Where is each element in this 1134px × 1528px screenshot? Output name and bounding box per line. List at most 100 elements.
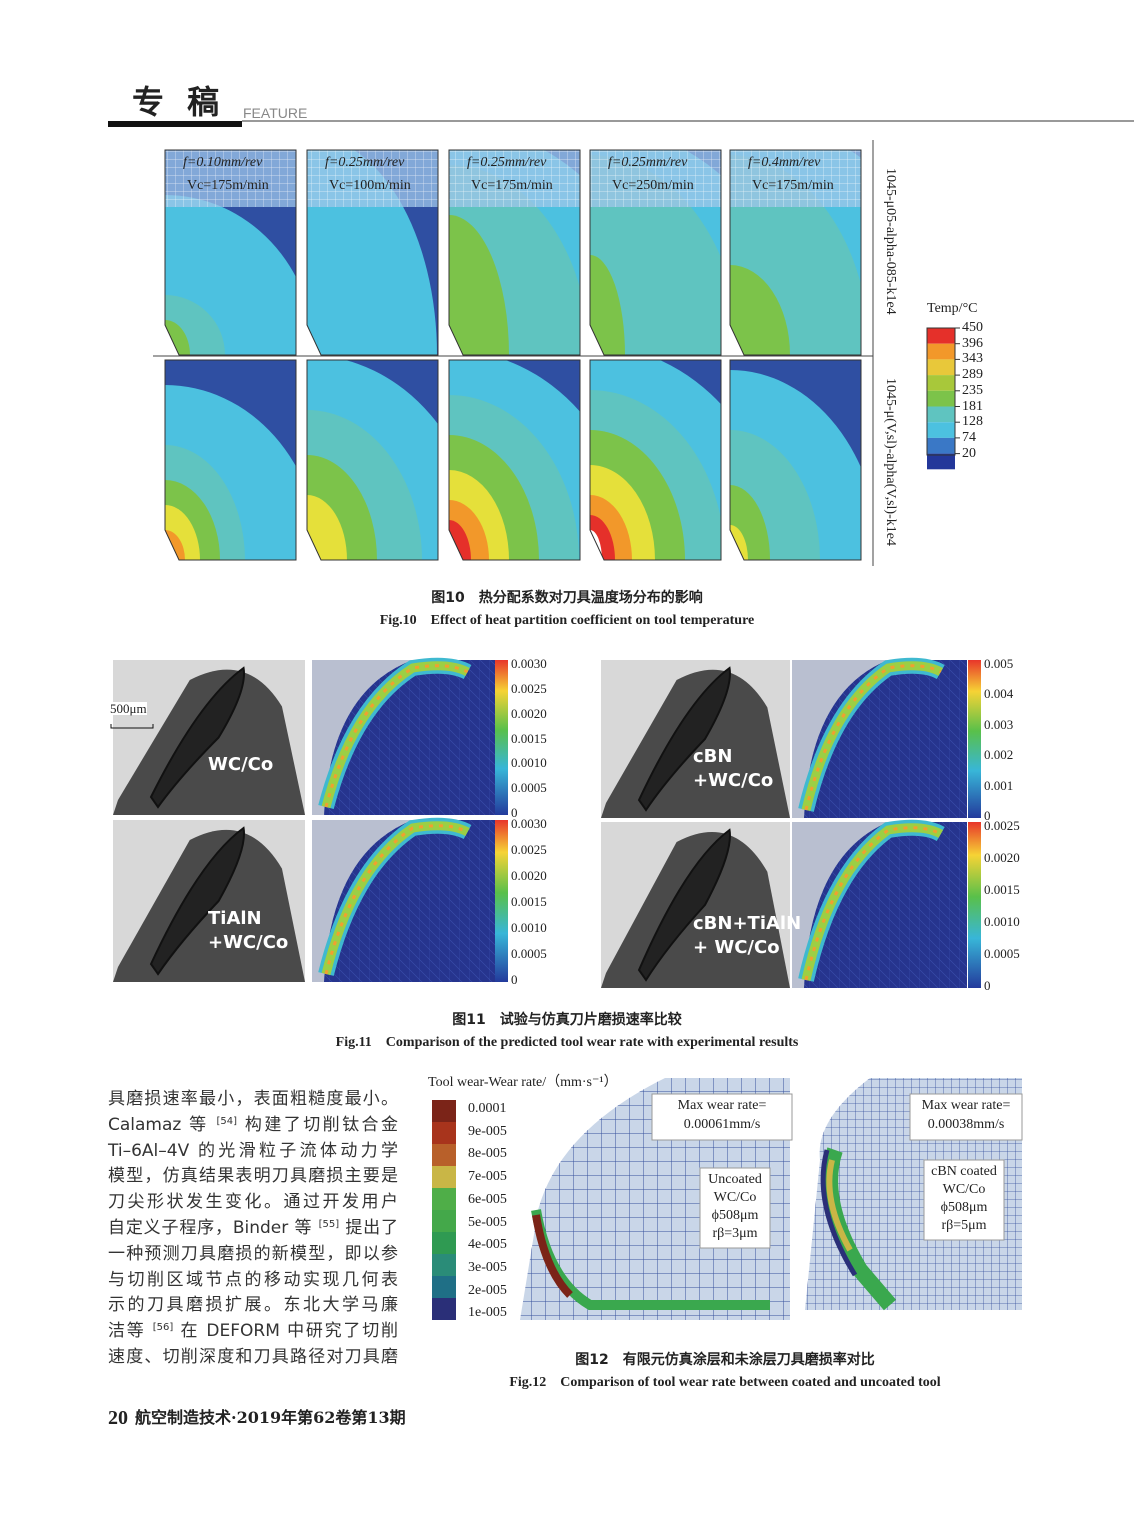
body-line: 具磨损速率最小，表面粗糙度最小。 [108,1089,398,1109]
body-line: 与切削区域节点的移动实现几何表 [108,1269,398,1290]
temp-zone [165,320,190,355]
sample-label: TiAlN [208,908,262,930]
chip-grid-lines [307,150,438,207]
temp-zone [590,530,602,560]
colorbar-label: 0 [984,808,991,823]
temperature-panel [165,150,296,355]
legend-swatch [927,343,955,360]
legend-swatch [927,422,955,438]
body-line: Calamaz 等 [54] 构建了切削钛合金 [108,1114,398,1135]
panel-feed: f=0.25mm/rev [467,155,547,170]
sim-outside [312,660,413,815]
colorbar-label: 0.0020 [511,868,547,883]
legend-label: 289 [962,367,983,383]
colorbar [495,820,508,982]
wear-left-core [532,1214,573,1298]
colorbar-label: 0.0015 [511,894,547,909]
sample-label: cBN [693,745,733,767]
legend-label: 450 [962,320,983,335]
temp-zone [307,360,438,560]
legend-label: 181 [962,398,983,414]
temperature-panel [449,360,580,560]
temp-zone [730,150,861,355]
chip-grid-lines [730,150,861,207]
note-line: rβ=5μm [941,1218,987,1233]
panel-feed: f=0.10mm/rev [183,155,263,170]
temp-zone [730,155,861,355]
wear-contour [637,666,731,812]
legend-label: 4e-005 [468,1237,507,1253]
panel-outline [448,149,581,356]
note-line: 0.00038mm/s [927,1117,1005,1132]
note-box [651,1093,793,1141]
note-line: rβ=3μm [712,1226,758,1241]
caption-en: Fig.11 Comparison of the predicted tool … [335,1035,799,1050]
colorbar-label: 0.0020 [511,705,547,721]
panel-feed: f=0.25mm/rev [608,155,688,170]
body-line: Ti–6Al–4V 的光滑粒子流体动力学 [108,1140,398,1161]
mesh-right-outside [805,1078,870,1310]
panel-feed: f=0.25mm/rev [325,155,405,170]
note-line: WC/Co [713,1190,757,1205]
legend-swatch [927,453,955,470]
legend-swatch [432,1144,456,1166]
temp-zone [449,500,489,560]
legend-swatch [432,1210,456,1232]
sample-label: +WC/Co [208,932,289,954]
legend-swatch [432,1188,456,1210]
page-number: 20 [108,1407,128,1429]
legend-title: Tool wear-Wear rate/（mm·s⁻¹） [428,1075,618,1090]
temperature-panel [590,150,721,355]
note-line: WC/Co [942,1182,986,1197]
colorbar-label: 0.0005 [511,946,547,961]
temp-zone [165,445,245,560]
panel-outline [164,149,297,356]
panel-feed: f=0.4mm/rev [748,155,821,170]
sample-label: +WC/Co [693,769,774,791]
note-line: cBN coated [931,1164,997,1179]
temp-zone [165,530,185,560]
temp-zone [590,155,721,355]
temp-zone [165,295,225,355]
colorbar-label: 0.0010 [984,914,1020,929]
scale-bar-line [110,724,154,729]
mesh-left-outside [520,1078,665,1320]
body-line: 速度、切削深度和刀具路径对刀具磨 [108,1347,398,1367]
caption-cn: 图11 试验与仿真刀片磨损速率比较 [452,1012,682,1028]
temperature-panel [165,360,296,560]
colorbar-label: 0 [511,805,518,820]
legend-swatch [927,328,955,344]
temp-zone [730,370,861,560]
panel-speed: Vc=175m/min [752,178,834,193]
legend-label: 6e-005 [468,1191,507,1207]
colorbar-label: 0.0005 [511,780,547,796]
temperature-panel [730,150,861,355]
legend-swatch [927,406,955,423]
legend-swatch [927,359,955,376]
temperature-panel [730,360,861,560]
legend-label: 128 [962,414,983,430]
panel-outline [306,359,439,561]
legend-label: 74 [962,429,976,445]
note-line: ϕ508μm [711,1208,759,1223]
chip-grid-lines [590,150,721,207]
colorbar-label: 0.0025 [511,680,547,696]
chip-grid-lines [449,150,580,207]
body-line: 模型，仿真结果表明刀具磨损主要是 [108,1166,398,1187]
temp-zone [590,430,685,560]
legend-swatch [927,390,955,407]
caption-cn: 图12 有限元仿真涂层和未涂层刀具磨损率对比 [575,1352,875,1368]
temp-zone [165,505,200,560]
temp-zone [590,515,615,560]
note-line: Max wear rate= [921,1098,1011,1113]
caption-en: Fig.12 Comparison of tool wear rate betw… [509,1375,941,1390]
colorbar-label: 0 [984,978,991,993]
panel-speed: Vc=175m/min [187,178,269,193]
sim-outside [792,822,889,988]
wear-contour [637,828,731,982]
body-line: 洁等 [56] 在 DEFORM 中研究了切削 [108,1321,398,1342]
note-line: Max wear rate= [677,1098,767,1113]
colorbar [495,660,508,815]
temp-zone [165,480,220,560]
temp-zone [307,495,347,560]
